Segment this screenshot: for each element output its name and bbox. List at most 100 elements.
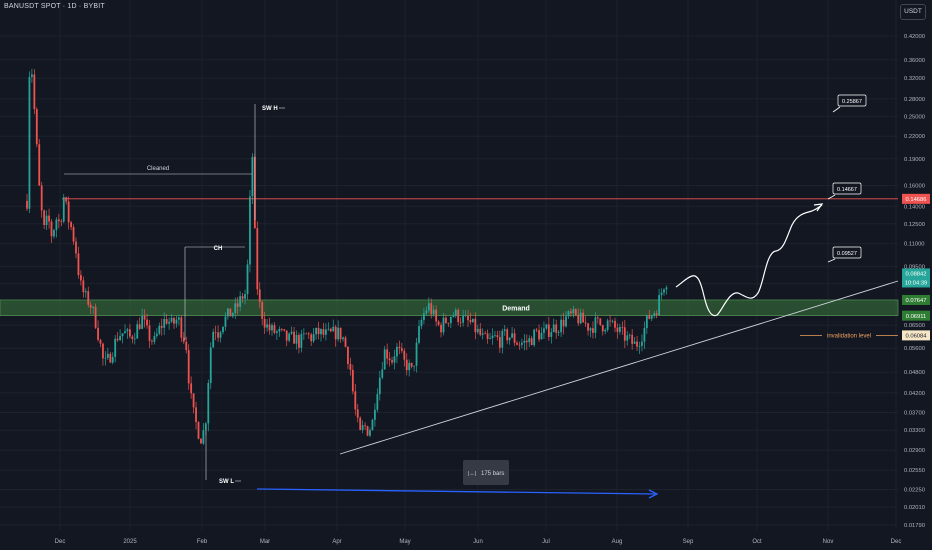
candle-body [94,306,97,328]
candle-body [579,312,582,324]
resistance-price-tag: 0.14686 [906,197,927,203]
candle-body [170,317,173,322]
candle-body [62,197,65,222]
candle-body [655,313,658,316]
y-tick-label: 0.11000 [904,242,925,248]
x-tick-label: Nov [823,539,834,545]
target-box [837,94,867,107]
candle-body [268,324,271,331]
target-leader [827,258,836,263]
candle-body [312,334,315,342]
y-tick-label: 0.22000 [904,134,925,140]
candle-body [408,362,411,371]
candle-body [415,342,418,366]
candle-body [234,303,237,313]
candle-body [26,200,28,209]
x-tick-label: Dec [55,539,66,545]
y-tick-label: 0.04800 [904,370,925,376]
candle-body [464,315,467,317]
candle-body [516,342,518,345]
candle-body [153,335,156,342]
candle-body [293,331,295,344]
candle-body [481,333,484,335]
candle-body [219,332,222,338]
candle-body [503,329,506,331]
target-label-3: 0.09527 [837,251,857,257]
candle-body [236,303,239,307]
y-tick-label: 0.16000 [904,184,925,190]
candle-body [614,320,616,328]
candle-body [60,221,63,222]
candle-body [273,325,276,333]
y-tick-label: 0.19000 [904,157,925,163]
candle-body [457,309,460,323]
candle-body [442,317,445,333]
candle-body [31,74,33,77]
demand-bottom-tag: 0.06911 [906,314,927,320]
candle-body [364,425,366,427]
candle-body [77,253,80,276]
candle-body [111,356,114,363]
candle-body [102,343,104,359]
candle-body [628,334,631,336]
invalidation-label: invalidation level [827,333,871,339]
candle-body [418,326,420,343]
grid [0,0,898,530]
candle-body [160,325,163,328]
candle-body [356,409,359,418]
candle-body [565,316,567,327]
candle-body [302,333,305,335]
candle-body [413,365,415,367]
candle-body [594,317,597,333]
candle-body [636,341,638,347]
candle-body [334,326,337,340]
candle-body [155,333,158,336]
invalidation-price-tag-bg [902,330,930,341]
candle-body [425,310,428,314]
candle-body [256,228,259,290]
candle-body [645,315,648,329]
demand-label: Demand [502,305,530,312]
candle-body [623,327,626,341]
candle-body [501,330,504,348]
candle-body [567,311,570,317]
candle-body [173,317,175,324]
candle-body [611,320,614,322]
candle-body [663,289,665,293]
candle-body [459,322,462,323]
x-tick-label: Apr [332,539,341,545]
candle-body [489,338,491,339]
candle-body [239,296,242,307]
candle-body [423,313,425,321]
candle-body [648,315,651,319]
candle-body [158,325,161,334]
candle-body [660,292,663,296]
y-tick-label: 0.05600 [904,346,925,352]
target-label-2: 0.14667 [837,187,857,193]
candle-body [258,289,261,303]
candle-body [479,328,482,335]
candle-body [119,336,121,341]
demand-zone [0,299,899,316]
currency-button[interactable]: USDT [900,4,926,20]
candle-body [641,341,643,346]
candle-body [141,315,144,329]
candle-body [300,334,303,348]
x-tick-label: Jul [542,539,550,545]
current-price-tag-bg [902,268,930,279]
candle-body [214,331,217,333]
candle-body [472,318,474,323]
candle-body [440,324,442,333]
cleaned-label: Cleaned [147,166,169,172]
candle-body [35,109,38,145]
candle-body [592,328,594,333]
candle-body [339,327,342,340]
candle-body [545,324,548,329]
candle-body [146,319,148,326]
candle-body [427,303,430,311]
candle-body [351,369,354,392]
candle-body [398,346,401,349]
candle-body [621,327,624,328]
